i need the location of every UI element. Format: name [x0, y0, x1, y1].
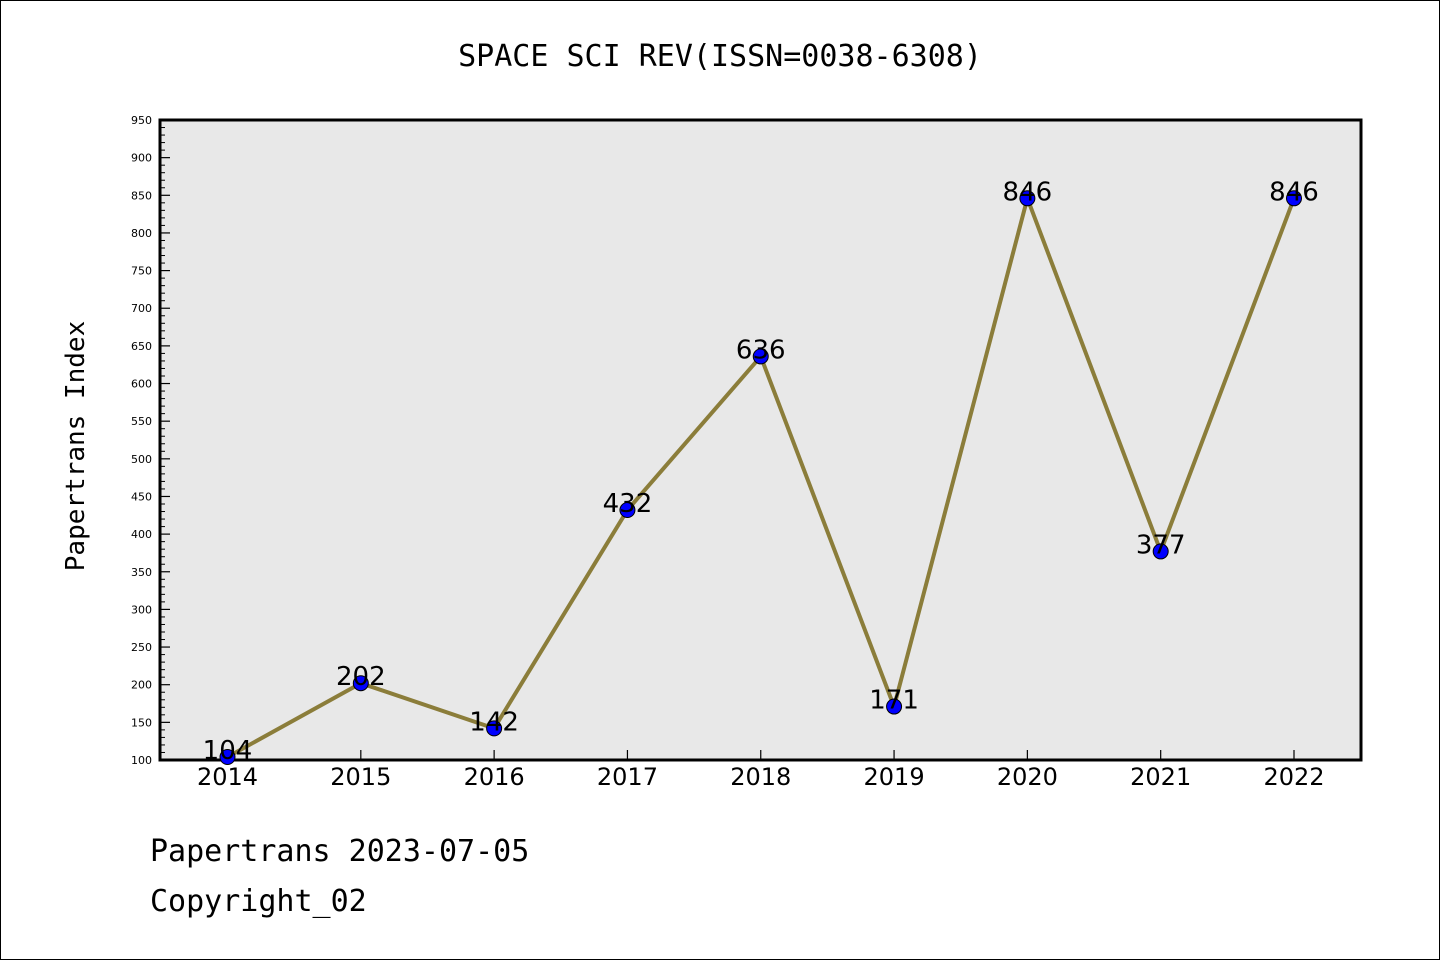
- data-point-marker: [1286, 190, 1302, 207]
- y-tick-label: 750: [131, 265, 152, 278]
- x-tick-label: 2020: [997, 763, 1058, 791]
- y-axis-label: Papertrans Index: [61, 321, 91, 571]
- x-tick-label: 2016: [464, 763, 525, 791]
- y-tick-label: 700: [131, 302, 152, 315]
- y-tick-label: 100: [131, 754, 152, 767]
- data-label: 432: [603, 489, 653, 519]
- data-label: 104: [203, 736, 253, 766]
- data-label: 171: [869, 686, 919, 716]
- data-point-marker: [886, 698, 903, 715]
- x-tick-label: 2017: [597, 763, 658, 791]
- data-label: 846: [1003, 177, 1053, 207]
- data-point-marker: [619, 502, 636, 519]
- y-tick-label: 800: [131, 227, 152, 240]
- x-tick-label: 2014: [197, 763, 258, 791]
- y-tick-label: 850: [131, 189, 152, 202]
- y-tick-label: 550: [131, 415, 152, 428]
- footer-date: Papertrans 2023-07-05: [150, 834, 530, 869]
- x-tick-label: 2019: [864, 763, 925, 791]
- x-axis-ticks: 2014 2015 2016 2017 2018 2019 2020 2021 2022: [197, 750, 1325, 791]
- data-point-marker: [1019, 190, 1036, 207]
- y-tick-label: 200: [131, 679, 152, 692]
- data-point-marker: [486, 720, 503, 737]
- chart-title: SPACE SCI REV(ISSN=0038-6308): [458, 39, 982, 74]
- y-tick-label: 350: [131, 566, 152, 579]
- footer-copyright: Copyright_02: [150, 884, 367, 919]
- data-point-marker: [752, 348, 769, 365]
- y-tick-label: 400: [131, 528, 152, 541]
- x-tick-label: 2021: [1130, 763, 1191, 791]
- data-label: 636: [736, 335, 786, 365]
- data-labels: 104 202 142 432 636 171 846 377 846: [203, 177, 1319, 766]
- y-tick-label: 650: [131, 340, 152, 353]
- y-axis-ticks: 100 150 200 250 300 350 400 450 500 550 600 650 700 7…: [131, 114, 170, 767]
- y-tick-label: 300: [131, 603, 152, 616]
- data-label: 846: [1269, 177, 1319, 207]
- data-label: 377: [1136, 530, 1186, 560]
- y-tick-label: 450: [131, 490, 152, 503]
- data-point-marker: [1152, 543, 1169, 560]
- x-tick-label: 2018: [730, 763, 791, 791]
- plot-area: [158, 118, 1363, 762]
- data-label: 202: [336, 662, 386, 692]
- data-label: 142: [469, 707, 519, 737]
- y-tick-label: 150: [131, 716, 152, 729]
- data-point-marker: [219, 748, 236, 765]
- x-tick-label: 2022: [1263, 763, 1324, 791]
- data-point-marker: [352, 675, 369, 692]
- x-tick-label: 2015: [330, 763, 391, 791]
- y-tick-label: 500: [131, 453, 152, 466]
- y-tick-label: 900: [131, 152, 152, 165]
- y-tick-label: 250: [131, 641, 152, 654]
- y-tick-label: 600: [131, 378, 152, 391]
- y-tick-label: 950: [131, 114, 152, 127]
- series-markers: [219, 190, 1302, 765]
